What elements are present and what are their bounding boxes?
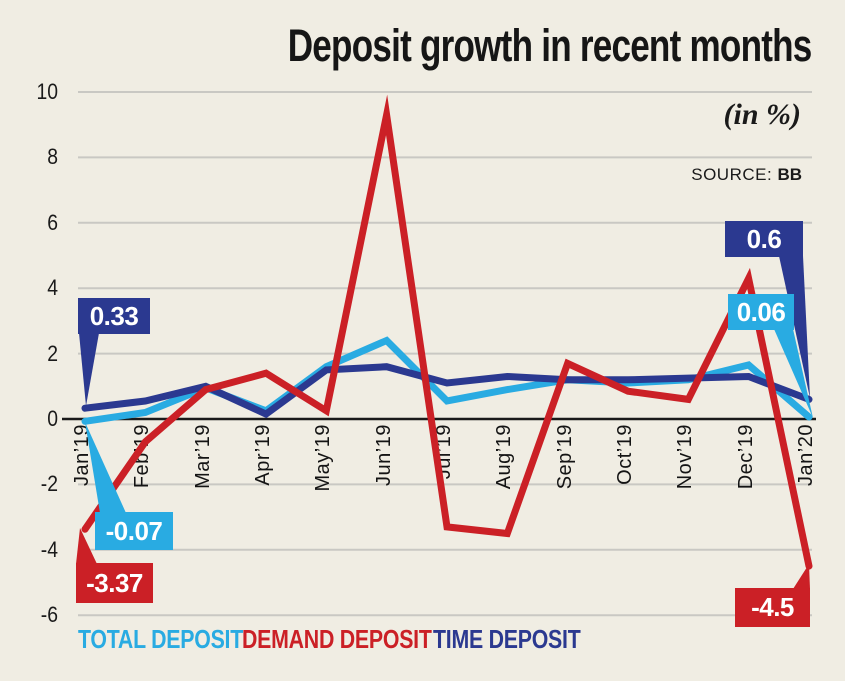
y-tick-label: 8 bbox=[47, 144, 58, 170]
y-tick-label: -6 bbox=[40, 602, 58, 628]
source-value: BB bbox=[777, 165, 802, 184]
y-tick-label: 10 bbox=[36, 79, 58, 104]
legend-item-total-deposit: TOTAL DEPOSIT bbox=[78, 624, 244, 654]
callout-demand-deposit-end: -4.5 bbox=[735, 588, 810, 627]
y-tick-label: 2 bbox=[47, 340, 58, 366]
callout-pointer-total-right bbox=[774, 329, 813, 418]
legend-item-demand-deposit: DEMAND DEPOSIT bbox=[242, 624, 432, 654]
series-line-demand bbox=[81, 94, 813, 570]
chart-title: Deposit growth in recent months bbox=[288, 20, 813, 71]
source-line: SOURCE: BB bbox=[691, 165, 802, 185]
y-tick-label: -2 bbox=[40, 471, 58, 497]
y-tick-label: 4 bbox=[47, 275, 58, 301]
callout-total-deposit-end: 0.06 bbox=[728, 294, 794, 330]
callout-demand-deposit-start: -3.37 bbox=[76, 563, 153, 603]
callout-pointer-demand-right bbox=[793, 564, 810, 589]
callout-time-deposit-end: 0.6 bbox=[725, 221, 803, 257]
callout-pointer-total-left bbox=[85, 422, 126, 513]
callout-pointer-time-right bbox=[779, 256, 810, 398]
unit-note: (in %) bbox=[723, 98, 802, 131]
callout-time-deposit-start: 0.33 bbox=[78, 298, 150, 334]
chart-legend: TOTAL DEPOSIT DEMAND DEPOSIT TIME DEPOSI… bbox=[0, 624, 845, 656]
y-tick-label: 0 bbox=[47, 406, 58, 431]
legend-item-time-deposit: TIME DEPOSIT bbox=[433, 624, 581, 654]
y-tick-label: 6 bbox=[47, 209, 58, 235]
callout-total-deposit-start: -0.07 bbox=[95, 512, 173, 550]
y-tick-label: -4 bbox=[40, 536, 58, 562]
source-label: SOURCE: bbox=[691, 165, 773, 184]
callout-pointer-demand-left bbox=[76, 528, 97, 564]
callout-pointer-time-left bbox=[79, 333, 99, 406]
